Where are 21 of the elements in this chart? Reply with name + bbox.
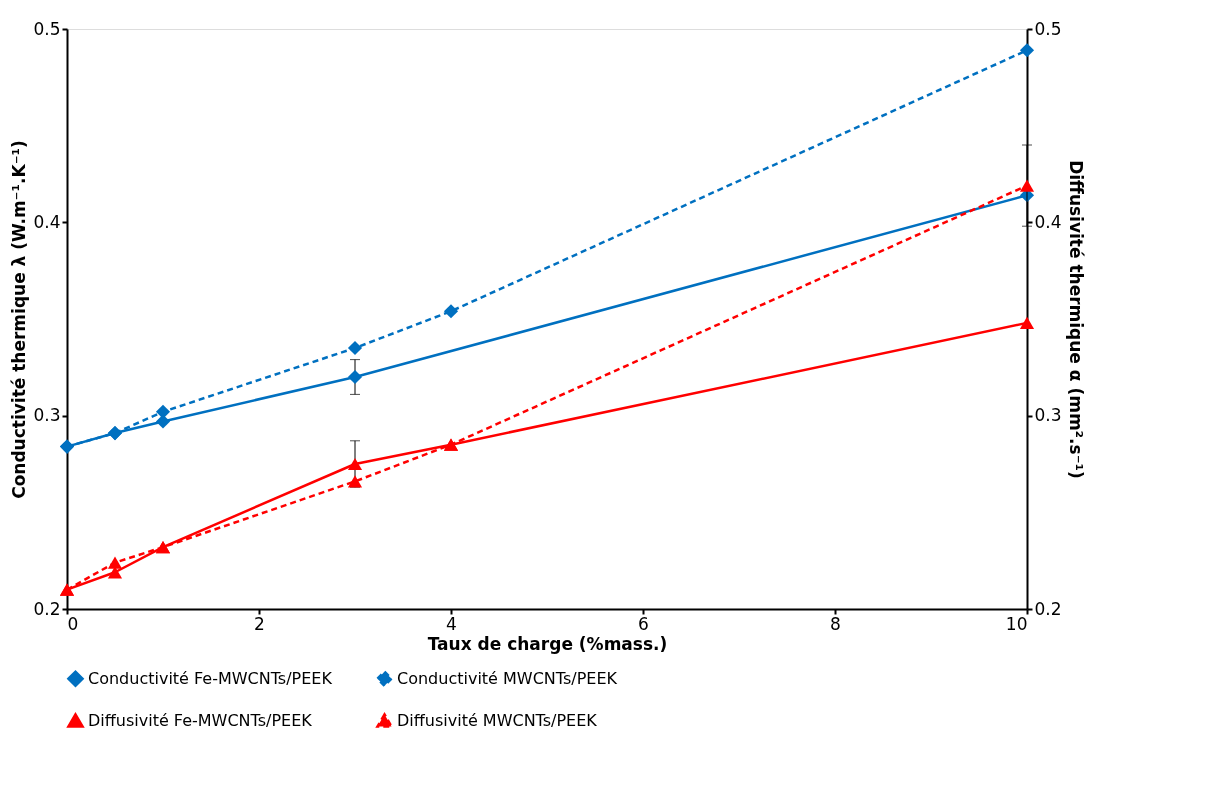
y2-tick-label: 0.4: [1034, 211, 1062, 232]
y-tick-label: 0.2: [33, 598, 61, 619]
legend-label: Diffusivité Fe-MWCNTs/PEEK: [88, 710, 313, 730]
y-tick-label: 0.3: [33, 405, 61, 426]
legend-label: Conductivité MWCNTs/PEEK: [397, 668, 618, 688]
x-tick-label: 10: [1005, 613, 1028, 634]
x-tick-label: 2: [254, 613, 265, 634]
x-tick-label: 6: [638, 613, 649, 634]
y-axis-title: Conductivité thermique λ (W.m⁻¹.K⁻¹): [9, 140, 30, 499]
y2-tick-label: 0.2: [1034, 598, 1062, 619]
x-tick-label: 8: [830, 613, 841, 634]
x-tick-label: 4: [446, 613, 457, 634]
legend-label: Diffusivité MWCNTs/PEEK: [397, 710, 598, 730]
y2-tick-label: 0.5: [1034, 18, 1062, 39]
x-axis-title: Taux de charge (%mass.): [427, 633, 668, 654]
y-tick-label: 0.4: [33, 211, 61, 232]
x-tick-label: 0: [67, 613, 79, 634]
y2-tick-label: 0.3: [1034, 405, 1062, 426]
y2-axis-title: Diffusivité thermique α (mm².s⁻¹): [1065, 160, 1086, 479]
y-tick-label: 0.5: [33, 18, 61, 39]
legend-label: Conductivité Fe-MWCNTs/PEEK: [88, 668, 333, 688]
